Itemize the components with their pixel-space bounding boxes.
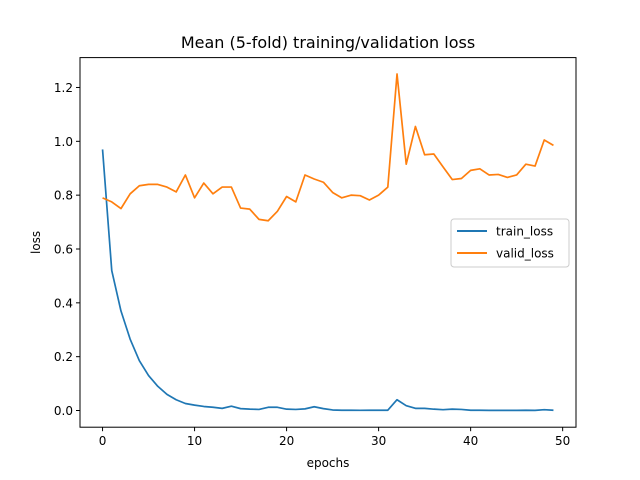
y-tick-label: 0.4 xyxy=(54,296,73,310)
y-tick-label: 1.2 xyxy=(54,81,73,95)
y-tick-label: 0.8 xyxy=(54,189,73,203)
x-tick-label: 20 xyxy=(279,434,294,448)
legend-label-train-loss: train_loss xyxy=(496,225,553,239)
y-axis-label: loss xyxy=(29,231,43,254)
x-tick-label: 50 xyxy=(555,434,570,448)
series-line-valid-loss xyxy=(102,73,554,222)
x-tick-label: 30 xyxy=(371,434,386,448)
x-axis-label: epochs xyxy=(307,456,350,470)
x-tick-label: 40 xyxy=(463,434,478,448)
series-line-train-loss xyxy=(101,149,554,412)
plot-series xyxy=(101,73,554,412)
y-tick-label: 0.0 xyxy=(54,404,73,418)
legend: train_loss valid_loss xyxy=(450,218,570,268)
y-tick-label: 0.2 xyxy=(54,350,73,364)
plot-frame xyxy=(79,57,577,428)
x-tick-label: 0 xyxy=(99,434,107,448)
legend-label-valid-loss: valid_loss xyxy=(496,247,554,261)
y-axis-ticks: 0.0 0.2 0.4 0.6 0.8 1.0 1.2 xyxy=(54,81,80,418)
x-tick-label: 10 xyxy=(187,434,202,448)
chart-title: Mean (5-fold) training/validation loss xyxy=(181,33,475,52)
y-tick-label: 1.0 xyxy=(54,135,73,149)
x-axis-ticks: 0 10 20 30 40 50 xyxy=(99,427,570,448)
y-tick-label: 0.6 xyxy=(54,242,73,256)
